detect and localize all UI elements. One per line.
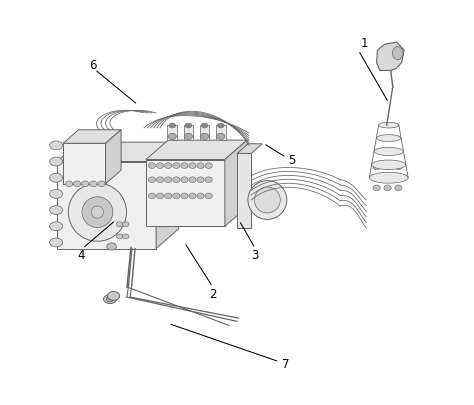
Ellipse shape — [248, 181, 287, 220]
Ellipse shape — [189, 163, 196, 169]
Text: 2: 2 — [209, 287, 217, 300]
Bar — [183, 126, 193, 141]
Ellipse shape — [185, 124, 191, 129]
Ellipse shape — [197, 163, 204, 169]
Polygon shape — [63, 130, 121, 144]
Ellipse shape — [384, 164, 391, 170]
Polygon shape — [57, 143, 178, 162]
Ellipse shape — [68, 183, 127, 242]
Bar — [200, 126, 210, 141]
Ellipse shape — [156, 177, 164, 183]
Ellipse shape — [373, 164, 380, 170]
Ellipse shape — [373, 185, 380, 191]
Ellipse shape — [197, 177, 204, 183]
Ellipse shape — [50, 222, 63, 231]
Ellipse shape — [395, 185, 402, 191]
Ellipse shape — [395, 175, 402, 181]
Ellipse shape — [164, 194, 172, 199]
Ellipse shape — [164, 177, 172, 183]
Ellipse shape — [379, 123, 399, 129]
Polygon shape — [106, 130, 121, 184]
Ellipse shape — [392, 47, 403, 60]
Ellipse shape — [50, 239, 63, 247]
Ellipse shape — [197, 194, 204, 199]
Ellipse shape — [369, 173, 408, 184]
Ellipse shape — [173, 177, 180, 183]
Ellipse shape — [91, 207, 103, 219]
Ellipse shape — [205, 194, 212, 199]
Polygon shape — [57, 162, 156, 249]
Ellipse shape — [73, 181, 81, 187]
Ellipse shape — [217, 134, 225, 141]
Ellipse shape — [107, 243, 117, 251]
Bar — [167, 126, 177, 141]
Ellipse shape — [148, 194, 155, 199]
Ellipse shape — [148, 163, 155, 169]
Ellipse shape — [50, 142, 63, 150]
Ellipse shape — [50, 158, 63, 166]
Ellipse shape — [384, 175, 391, 181]
Ellipse shape — [106, 296, 114, 302]
Ellipse shape — [181, 177, 188, 183]
Ellipse shape — [205, 177, 212, 183]
Ellipse shape — [173, 163, 180, 169]
Bar — [216, 126, 226, 141]
Text: 3: 3 — [252, 249, 259, 262]
Ellipse shape — [255, 188, 280, 213]
Ellipse shape — [65, 181, 73, 187]
Ellipse shape — [82, 181, 89, 187]
Polygon shape — [156, 143, 178, 249]
Ellipse shape — [122, 222, 129, 227]
Ellipse shape — [373, 175, 380, 181]
Ellipse shape — [201, 134, 209, 141]
Ellipse shape — [90, 181, 97, 187]
Text: 1: 1 — [361, 36, 368, 49]
Text: 7: 7 — [282, 358, 289, 371]
Ellipse shape — [108, 292, 119, 301]
Ellipse shape — [122, 234, 129, 239]
Ellipse shape — [189, 194, 196, 199]
Polygon shape — [376, 43, 404, 71]
Polygon shape — [63, 144, 106, 184]
Ellipse shape — [189, 177, 196, 183]
Text: 4: 4 — [77, 249, 85, 262]
Polygon shape — [225, 141, 247, 227]
Ellipse shape — [82, 197, 113, 228]
Polygon shape — [237, 154, 251, 229]
Ellipse shape — [164, 163, 172, 169]
Ellipse shape — [218, 124, 224, 129]
Ellipse shape — [205, 163, 212, 169]
Ellipse shape — [395, 164, 402, 170]
Ellipse shape — [201, 124, 208, 129]
Ellipse shape — [169, 124, 175, 129]
Ellipse shape — [376, 135, 401, 142]
Ellipse shape — [50, 190, 63, 199]
Ellipse shape — [50, 206, 63, 215]
Polygon shape — [237, 144, 262, 154]
Ellipse shape — [117, 222, 123, 227]
Ellipse shape — [103, 295, 117, 304]
Ellipse shape — [117, 234, 123, 239]
Ellipse shape — [148, 177, 155, 183]
Ellipse shape — [372, 161, 406, 170]
Ellipse shape — [156, 194, 164, 199]
Ellipse shape — [173, 194, 180, 199]
Ellipse shape — [50, 174, 63, 183]
Polygon shape — [146, 160, 225, 227]
Text: 5: 5 — [288, 153, 295, 166]
Ellipse shape — [168, 134, 176, 141]
Ellipse shape — [98, 181, 105, 187]
Ellipse shape — [181, 163, 188, 169]
Ellipse shape — [374, 148, 403, 156]
Ellipse shape — [181, 194, 188, 199]
Ellipse shape — [384, 185, 391, 191]
Text: 6: 6 — [90, 59, 97, 72]
Polygon shape — [146, 141, 247, 160]
Ellipse shape — [156, 163, 164, 169]
Ellipse shape — [184, 134, 192, 141]
